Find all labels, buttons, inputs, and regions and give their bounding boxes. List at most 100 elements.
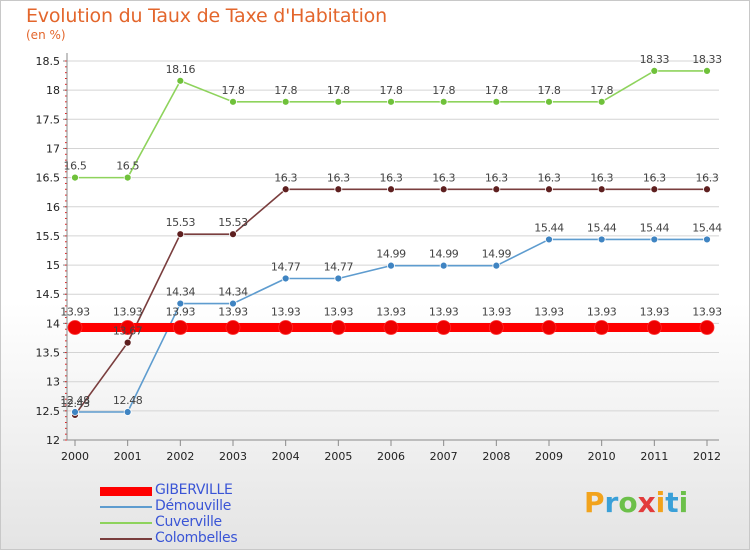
data-point [123,173,132,182]
data-point [229,299,237,308]
data-point [699,320,715,335]
data-label: 12.43 [60,397,90,410]
data-label: 16.3 [274,171,297,184]
data-label: 17.8 [274,84,297,97]
data-label: 13.93 [324,305,354,318]
data-point [492,261,501,270]
data-label: 16.3 [380,171,403,184]
data-label: 15.44 [587,221,617,234]
y-tick-label: 12.5 [36,405,61,418]
legend: GIBERVILLE Démouville Cuverville Colombelle… [100,482,300,547]
data-label: 16.5 [116,160,139,173]
y-tick-label: 14 [46,317,60,330]
data-point [541,320,557,335]
data-point [594,320,610,335]
x-tick-label: 2012 [693,450,721,463]
brand-logo: Proxiti [584,486,688,519]
data-label: 15.44 [640,221,670,234]
data-point [650,185,659,194]
data-point [120,320,136,335]
data-point [71,408,79,416]
legend-item: Cuverville [100,514,300,531]
data-label: 12.48 [60,394,90,407]
plot-area: 13.93 13.93 13.93 13.93 13.93 13.93 13.93 13.93… [60,53,723,419]
legend-label: Démouville [155,498,232,514]
data-label: 13.93 [692,305,722,318]
data-label: 14.77 [324,260,354,273]
logo-letter: P [584,486,605,519]
data-point [176,76,185,85]
y-tick-label: 13.5 [36,347,61,360]
axes: 12 12.5 13 13.5 14 14.5 15 15.5 16 16.5 17 17.5 18 18… [36,53,721,463]
legend-item: Colombelles [100,530,300,547]
data-point [281,274,290,283]
data-label: 18.33 [640,53,670,66]
data-label: 17.8 [538,84,561,97]
x-tick-label: 2009 [535,450,563,463]
logo-letter: x [637,486,656,519]
data-label: 16.3 [590,171,613,184]
legend-label: Cuverville [155,514,222,530]
x-tick-label: 2005 [324,450,352,463]
data-label: 13.93 [166,305,196,318]
x-tick-label: 2001 [114,450,142,463]
x-tick-label: 2011 [640,450,668,463]
data-label: 17.8 [485,84,508,97]
x-tick-label: 2008 [482,450,510,463]
data-label: 14.99 [429,248,459,261]
data-label: 15.44 [534,221,564,234]
data-point [225,320,241,335]
data-point [278,320,294,335]
data-point [387,185,395,194]
x-tick-label: 2000 [61,450,89,463]
data-label: 16.3 [538,171,561,184]
data-point [67,320,83,335]
data-point [488,320,504,335]
data-label: 14.34 [218,286,248,299]
data-label: 13.93 [113,305,143,318]
data-point [387,97,395,106]
logo-letter: r [604,486,619,519]
legend-swatch [100,538,152,540]
data-label: 17.8 [380,84,403,97]
legend-swatch [100,486,152,496]
data-label: 15.53 [166,216,196,229]
data-label: 13.93 [429,305,459,318]
x-tick-label: 2004 [272,450,300,463]
data-label: 14.99 [482,248,512,261]
data-point [71,173,79,182]
data-label: 14.77 [271,260,301,273]
data-label: 16.3 [485,171,508,184]
data-point [492,185,501,194]
y-tick-label: 16.5 [36,172,61,185]
data-label: 17.8 [327,84,350,97]
data-label: 12.48 [113,394,143,407]
logo-letter: i [655,486,666,519]
legend-swatch [100,522,152,524]
data-label: 18.16 [166,63,196,76]
data-point [439,261,448,270]
y-tick-label: 18 [46,84,60,97]
legend-item: GIBERVILLE [100,482,300,499]
data-label: 16.3 [327,171,350,184]
data-label: 14.99 [376,248,406,261]
data-point [334,274,343,283]
data-point [330,320,346,335]
data-label: 13.93 [534,305,564,318]
data-point [172,320,188,335]
data-point [176,230,185,239]
data-point [334,185,343,194]
data-point [597,235,606,244]
data-point [334,97,343,106]
data-label: 17.8 [590,84,613,97]
data-label: 16.3 [696,171,719,184]
data-point [703,67,711,75]
data-label: 15.44 [692,221,722,234]
data-point [703,235,711,244]
legend-item: Démouville [100,498,300,515]
x-tick-label: 2010 [588,450,616,463]
data-point [436,320,452,335]
legend-swatch [100,506,152,508]
data-point [650,67,659,75]
data-label: 13.93 [376,305,406,318]
